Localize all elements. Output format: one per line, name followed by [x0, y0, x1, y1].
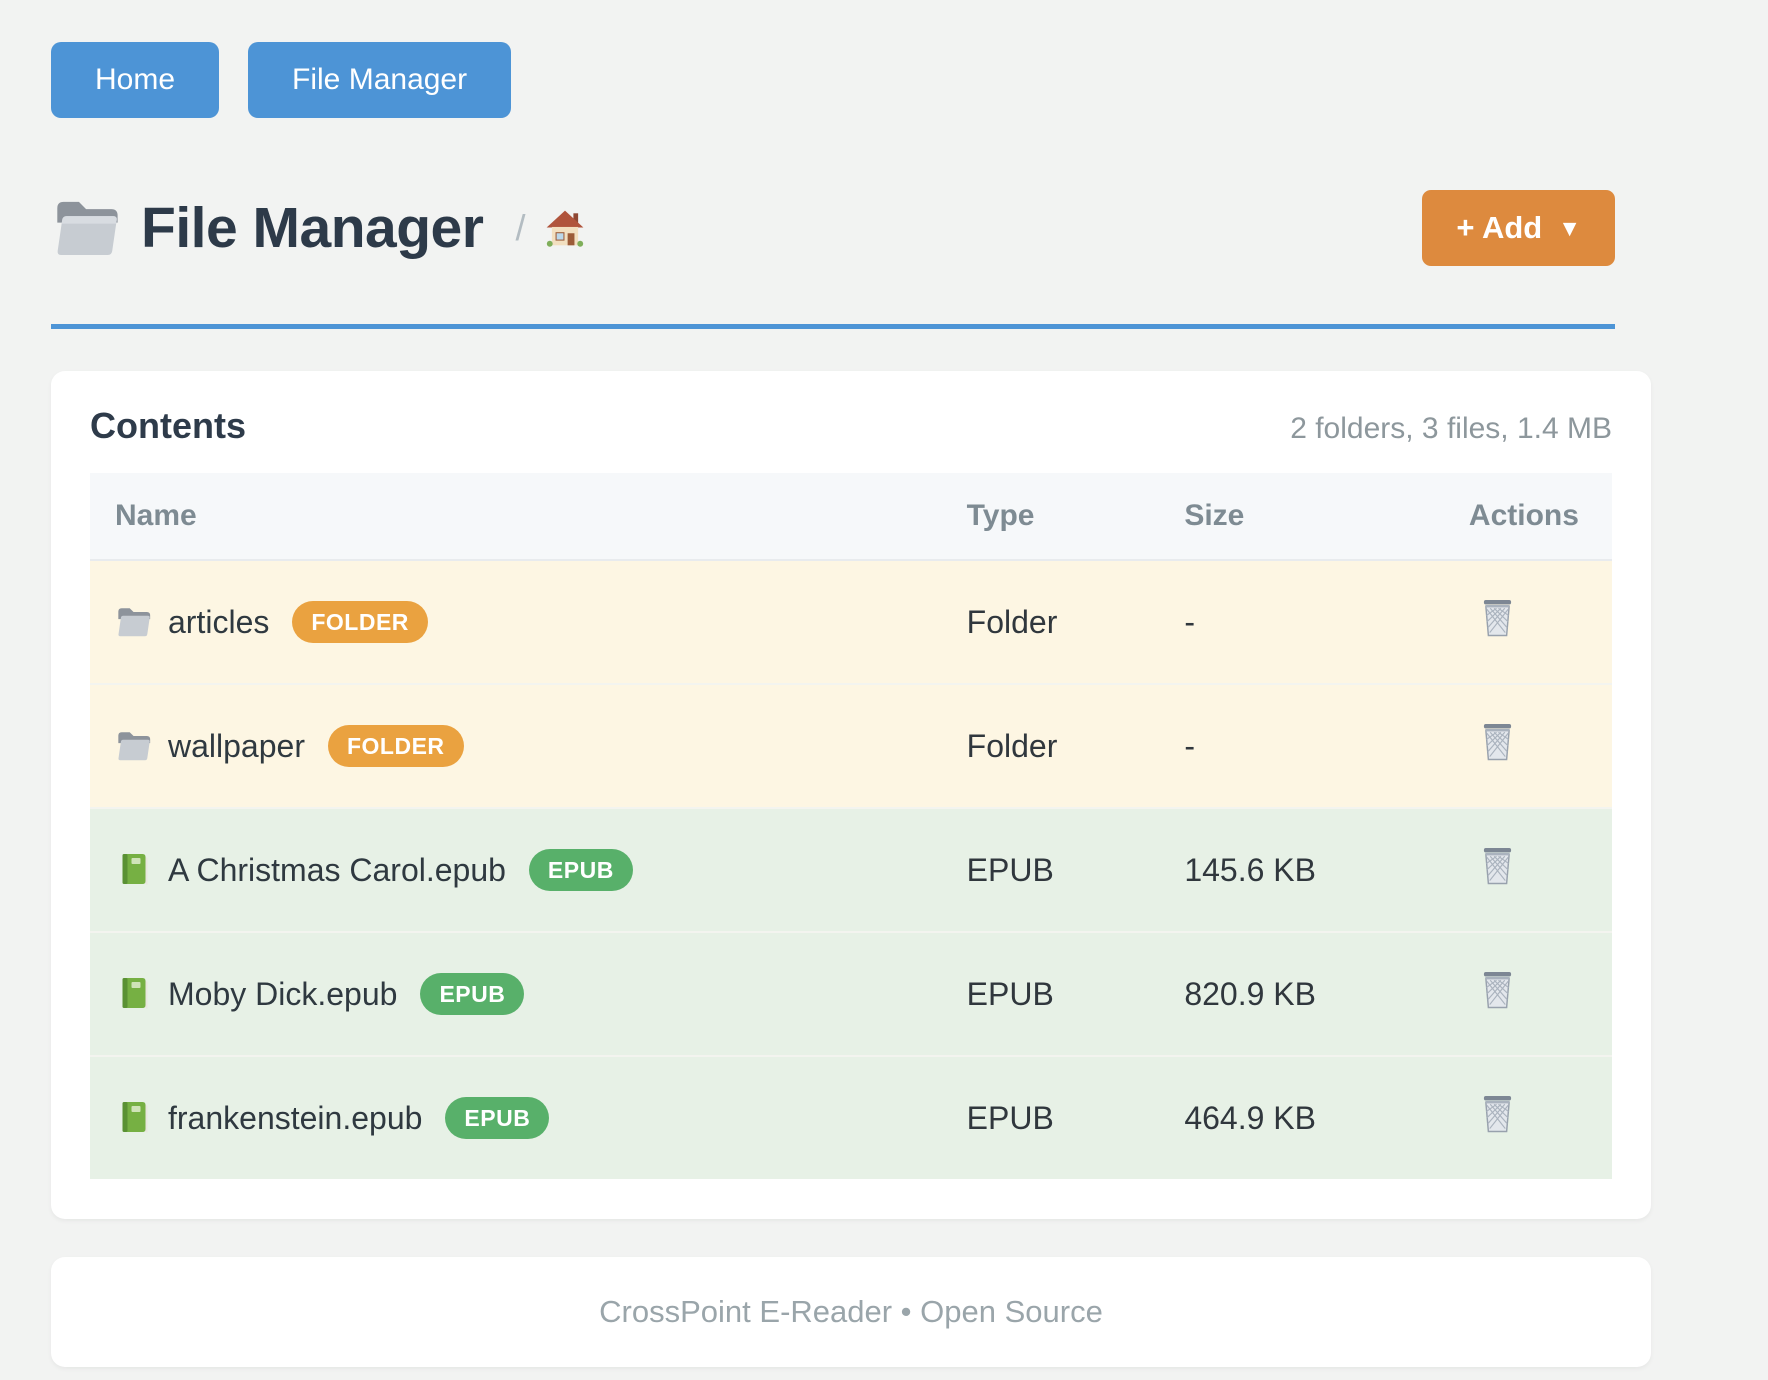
folder-icon	[115, 604, 153, 640]
table-row: Moby Dick.epub EPUB EPUB 820.9 KB	[90, 932, 1612, 1056]
column-header-actions: Actions	[1468, 473, 1612, 560]
file-type-badge: EPUB	[528, 849, 633, 891]
trash-icon	[1481, 722, 1514, 762]
file-size: 145.6 KB	[1184, 851, 1316, 888]
column-header-type: Type	[966, 473, 1185, 560]
file-manager-page: Home File Manager File Manager /	[51, 0, 1651, 1367]
table-row: frankenstein.epub EPUB EPUB 464.9 KB	[90, 1056, 1612, 1179]
file-type: EPUB	[966, 851, 1054, 888]
contents-card-header: Contents 2 folders, 3 files, 1.4 MB	[90, 405, 1612, 447]
column-header-name: Name	[90, 473, 967, 560]
table-row: wallpaper FOLDER Folder -	[90, 684, 1612, 808]
top-nav: Home File Manager	[51, 0, 1651, 118]
table-row: A Christmas Carol.epub EPUB EPUB 145.6 K…	[90, 808, 1612, 932]
trash-icon	[1481, 598, 1514, 638]
book-icon	[115, 1100, 153, 1136]
file-type-badge: FOLDER	[327, 725, 464, 767]
contents-heading: Contents	[90, 405, 246, 446]
page-title: File Manager	[141, 196, 484, 260]
table-header-row: Name Type Size Actions	[90, 473, 1612, 560]
nav-home-button[interactable]: Home	[51, 42, 220, 118]
contents-table: Name Type Size Actions articles FOLDER	[90, 473, 1612, 1179]
file-size: -	[1184, 727, 1195, 764]
file-name-link[interactable]: Moby Dick.epub	[168, 975, 398, 1012]
delete-button[interactable]	[1481, 722, 1514, 762]
title-group: File Manager /	[51, 195, 587, 261]
caret-down-icon: ▼	[1558, 214, 1581, 241]
file-name-link[interactable]: articles	[168, 603, 270, 640]
nav-file-manager-button[interactable]: File Manager	[248, 42, 512, 118]
file-name-link[interactable]: A Christmas Carol.epub	[168, 851, 506, 888]
delete-button[interactable]	[1481, 598, 1514, 638]
file-type: EPUB	[966, 975, 1054, 1012]
folder-icon	[51, 195, 123, 261]
column-header-size: Size	[1184, 473, 1469, 560]
house-icon	[543, 207, 587, 249]
file-type: Folder	[966, 727, 1058, 764]
add-button[interactable]: + Add ▼	[1422, 190, 1615, 266]
footer-text: CrossPoint E-Reader • Open Source	[599, 1294, 1103, 1329]
file-type: EPUB	[966, 1099, 1054, 1136]
trash-icon	[1481, 1094, 1514, 1134]
breadcrumb-separator: /	[515, 207, 526, 248]
folder-icon	[115, 728, 153, 764]
file-type-badge: EPUB	[420, 973, 525, 1015]
delete-button[interactable]	[1481, 970, 1514, 1010]
page-header: File Manager / + Add ▼	[51, 190, 1615, 329]
file-type-badge: EPUB	[445, 1097, 550, 1139]
file-size: 464.9 KB	[1184, 1099, 1316, 1136]
file-size: -	[1184, 603, 1195, 640]
breadcrumb-home-link[interactable]	[543, 207, 587, 249]
file-size: 820.9 KB	[1184, 975, 1316, 1012]
footer: CrossPoint E-Reader • Open Source	[51, 1257, 1651, 1367]
contents-summary: 2 folders, 3 files, 1.4 MB	[1290, 412, 1612, 445]
add-button-label: + Add	[1456, 210, 1543, 245]
file-name-link[interactable]: frankenstein.epub	[168, 1099, 423, 1136]
trash-icon	[1481, 846, 1514, 886]
book-icon	[115, 976, 153, 1012]
table-row: articles FOLDER Folder -	[90, 560, 1612, 684]
file-type-badge: FOLDER	[292, 601, 428, 643]
book-icon	[115, 852, 153, 888]
contents-table-body: articles FOLDER Folder -	[90, 560, 1612, 1179]
trash-icon	[1481, 970, 1514, 1010]
delete-button[interactable]	[1481, 846, 1514, 886]
delete-button[interactable]	[1481, 1094, 1514, 1134]
file-type: Folder	[966, 603, 1058, 640]
contents-card: Contents 2 folders, 3 files, 1.4 MB Name…	[51, 371, 1651, 1219]
file-name-link[interactable]: wallpaper	[168, 727, 305, 764]
